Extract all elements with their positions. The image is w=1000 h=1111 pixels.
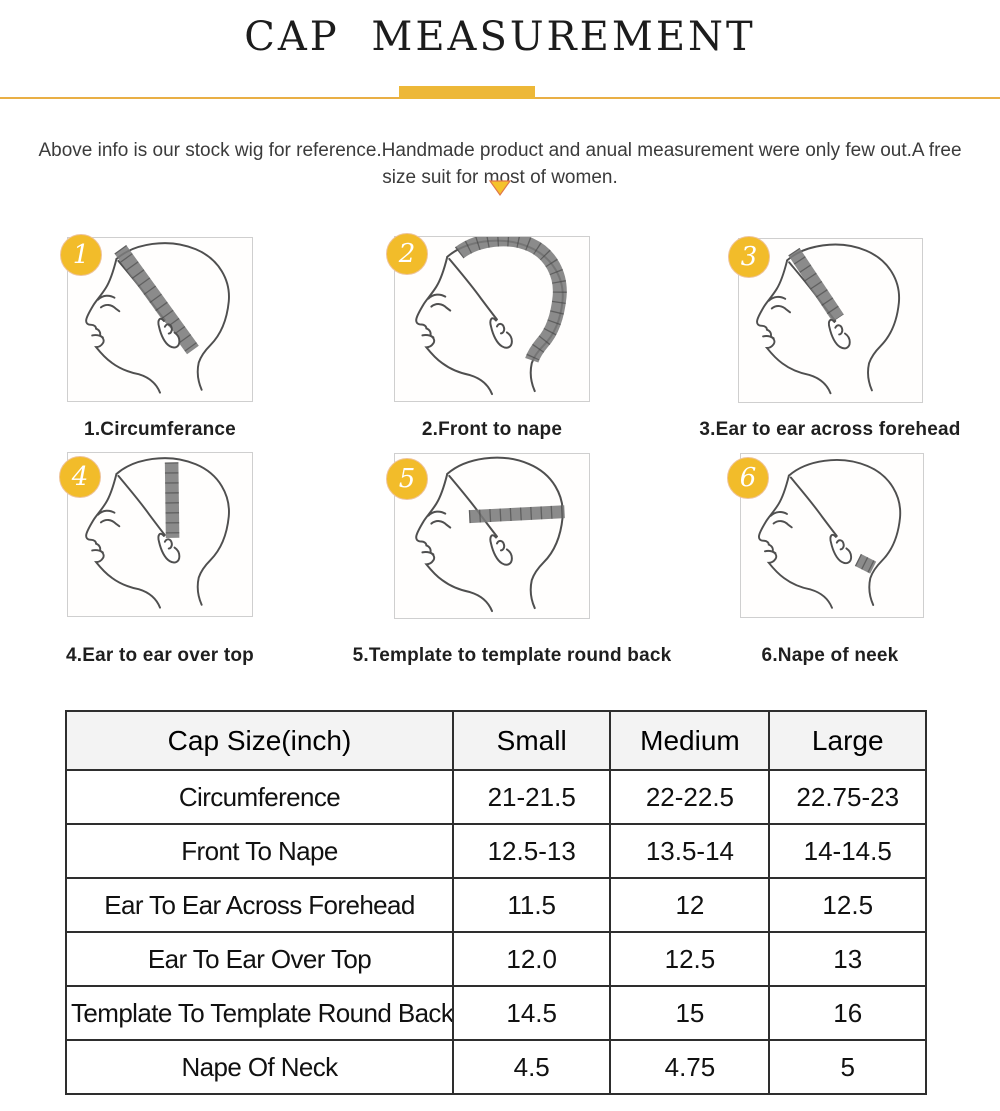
measurement-label-cell: Template To Template Round Back	[65, 985, 454, 1041]
column-header-small: Small	[451, 710, 612, 771]
table-row: Template To Template Round Back 14.5 15 16	[65, 985, 927, 1041]
intro-text: Above info is our stock wig for referenc…	[38, 140, 962, 188]
column-header-cap-size: Cap Size(inch)	[65, 710, 454, 771]
table-header-row: Cap Size(inch) Small Medium Large	[65, 710, 927, 771]
measurement-value-cell: 14-14.5	[768, 823, 927, 879]
head-diagram-nape	[740, 453, 924, 618]
head-diagram-front-to-nape	[394, 236, 590, 402]
step-badge-6: 6	[727, 457, 769, 499]
measurement-value-cell: 12.0	[451, 931, 612, 987]
figure-label-4: 4.Ear to ear over top	[66, 645, 254, 666]
tape-band-template-round-back	[468, 505, 565, 524]
tape-band-circumference	[114, 245, 199, 355]
measurement-label-cell: Circumference	[65, 769, 454, 825]
measurement-value-cell: 12	[609, 877, 771, 933]
size-table-body: Circumference 21-21.5 22-22.5 22.75-23 Front…	[65, 769, 927, 1095]
head-diagram-ear-to-ear-forehead	[738, 238, 923, 403]
gold-divider-bar	[399, 86, 535, 99]
measurement-value-cell: 13	[768, 931, 927, 987]
figure-label-5: 5.Template to template round back	[352, 645, 672, 666]
tape-band-ear-to-ear-top	[164, 462, 180, 538]
measurement-label-cell: Ear To Ear Over Top	[65, 931, 454, 987]
step-badge-5: 5	[386, 458, 428, 500]
step-badge-2: 2	[386, 233, 428, 275]
down-arrow-icon	[488, 180, 512, 197]
head-profile-svg	[757, 459, 902, 609]
page-title: CAP MEASUREMENT	[244, 14, 756, 60]
tape-band-front-to-nape	[454, 237, 567, 363]
measurement-value-cell: 12.5	[609, 931, 771, 987]
measurement-value-cell: 21-21.5	[451, 769, 612, 825]
head-profile-svg	[85, 457, 230, 609]
table-row: Ear To Ear Across Forehead 11.5 12 12.5	[65, 877, 927, 933]
step-badge-3: 3	[728, 236, 770, 278]
head-profile-svg	[415, 456, 565, 613]
measurement-value-cell: 5	[768, 1039, 927, 1095]
measurement-label-cell: Nape Of Neck	[65, 1039, 454, 1095]
measurement-label-cell: Ear To Ear Across Forehead	[65, 877, 454, 933]
step-badge-4: 4	[59, 456, 101, 498]
figure-label-1: 1.Circumferance	[84, 419, 236, 440]
figure-label-6: 6.Nape of neek	[761, 645, 899, 666]
figure-label-3: 3.Ear to ear across forehead	[699, 419, 961, 440]
head-profile-svg	[756, 243, 901, 395]
table-row: Ear To Ear Over Top 12.0 12.5 13	[65, 931, 927, 987]
measurement-value-cell: 22.75-23	[768, 769, 927, 825]
measurement-value-cell: 15	[609, 985, 771, 1041]
measurement-value-cell: 4.75	[609, 1039, 771, 1095]
step-badge-1: 1	[60, 234, 102, 276]
measurement-value-cell: 16	[768, 985, 927, 1041]
head-profile-svg	[85, 242, 230, 394]
measurement-value-cell: 13.5-14	[609, 823, 771, 879]
measurement-label-cell: Front To Nape	[65, 823, 454, 879]
measurement-value-cell: 12.5-13	[451, 823, 612, 879]
measurement-value-cell: 12.5	[768, 877, 927, 933]
table-row: Front To Nape 12.5-13 13.5-14 14-14.5	[65, 823, 927, 879]
cap-size-table: Cap Size(inch) Small Medium Large Circum…	[65, 710, 927, 1095]
measurement-value-cell: 4.5	[451, 1039, 612, 1095]
table-row: Circumference 21-21.5 22-22.5 22.75-23	[65, 769, 927, 825]
tape-band-ear-to-ear-forehead	[788, 247, 844, 322]
head-diagram-template-round-back	[394, 453, 590, 619]
measurement-value-cell: 22-22.5	[609, 769, 771, 825]
column-header-medium: Medium	[609, 710, 771, 771]
table-row: Nape Of Neck 4.5 4.75 5	[65, 1039, 927, 1095]
tape-band-nape	[854, 553, 877, 574]
figure-label-2: 2.Front to nape	[421, 419, 563, 440]
column-header-large: Large	[768, 710, 927, 771]
head-profile-svg	[415, 237, 567, 396]
measurement-value-cell: 11.5	[451, 877, 612, 933]
measurement-value-cell: 14.5	[451, 985, 612, 1041]
